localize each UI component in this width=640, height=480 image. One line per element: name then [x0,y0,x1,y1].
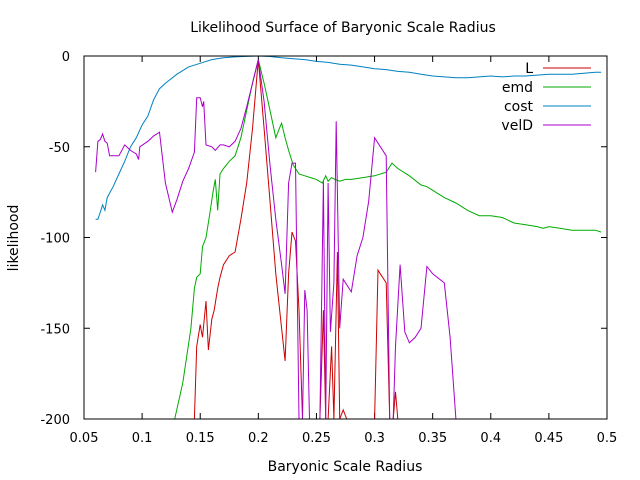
y-tick-label: 0 [62,50,70,65]
y-tick-label: -200 [40,413,70,428]
x-tick-label: 0.5 [597,431,618,446]
x-tick-label: 0.25 [302,431,331,446]
x-tick-label: 0.05 [70,431,99,446]
legend-label-L: L [525,61,533,77]
chart-title: Likelihood Surface of Baryonic Scale Rad… [190,20,496,36]
x-tick-label: 0.3 [364,431,385,446]
x-tick-label: 0.45 [534,431,563,446]
legend-label-emd: emd [502,80,533,96]
x-tick-label: 0.35 [418,431,447,446]
y-tick-label: -100 [40,232,70,247]
y-axis-label: likelihood [6,205,22,272]
legend-label-cost: cost [504,99,534,115]
x-axis-label: Baryonic Scale Radius [268,459,423,475]
series-line-emd [174,59,602,419]
series-line-L [193,59,433,419]
legend-label-velD: velD [501,118,533,134]
x-tick-label: 0.2 [248,431,269,446]
y-tick-label: -50 [49,141,70,156]
x-tick-label: 0.1 [132,431,153,446]
series-line-velD [95,59,457,419]
x-tick-label: 0.4 [480,431,501,446]
x-tick-label: 0.15 [186,431,215,446]
axis-ticks: 0.05 0.1 0.15 0.2 0.25 0.3 0.35 0.4 0.45 0.5 -200 -… [40,50,617,446]
plot-frame [83,55,608,420]
y-tick-label: -150 [40,322,70,337]
series-lines [95,56,602,419]
